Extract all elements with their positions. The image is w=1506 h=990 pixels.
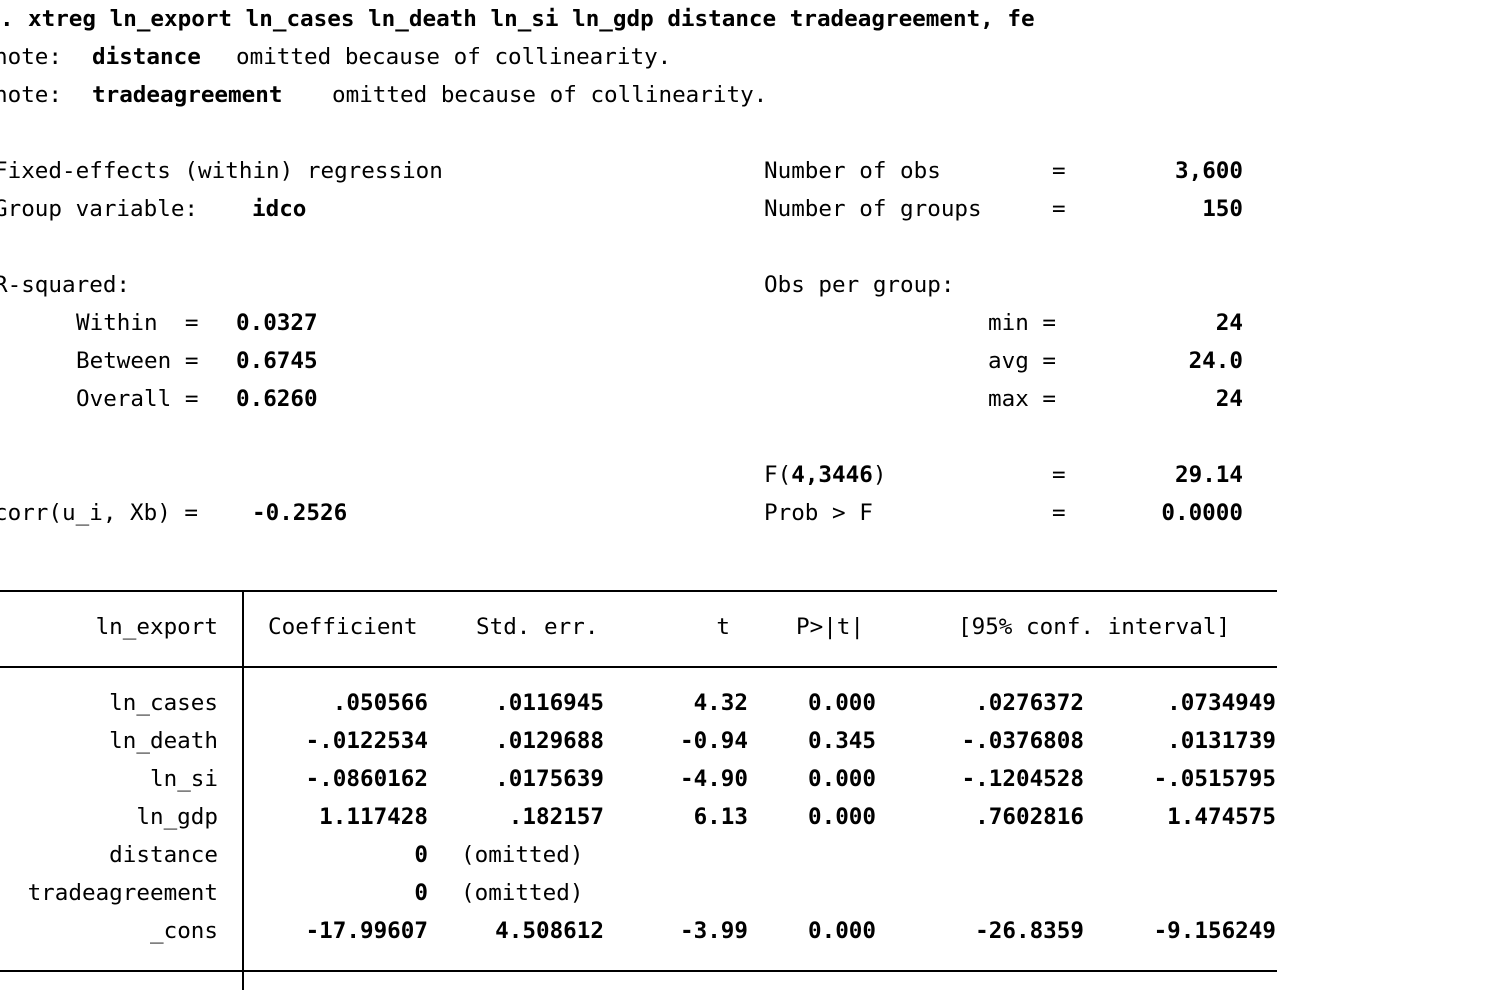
note-variable: distance bbox=[92, 44, 201, 70]
rsq-overall-value: 0.6260 bbox=[236, 386, 318, 412]
rsq-within-label: Within = bbox=[76, 310, 199, 336]
cell-t: -0.94 bbox=[679, 728, 748, 754]
cell-std-err: .0116945 bbox=[495, 690, 604, 716]
cell-ci-lower: -.1204528 bbox=[961, 766, 1084, 792]
col-header-std-err: Std. err. bbox=[476, 614, 599, 640]
group-variable-label: Group variable: bbox=[0, 196, 199, 222]
prob-f-equals: = bbox=[1052, 500, 1066, 526]
ngroups-equals: = bbox=[1052, 196, 1066, 222]
prob-f-value: 0.0000 bbox=[1161, 500, 1243, 526]
command-prompt: . bbox=[0, 6, 14, 32]
note-variable: tradeagreement bbox=[92, 82, 283, 108]
nobs-equals: = bbox=[1052, 158, 1066, 184]
table-header-rule bbox=[0, 666, 1277, 668]
row-variable: ln_si bbox=[149, 766, 218, 792]
note-message: omitted because of collinearity. bbox=[236, 44, 672, 70]
cell-t: 6.13 bbox=[693, 804, 748, 830]
cell-t: 4.32 bbox=[693, 690, 748, 716]
row-variable: ln_gdp bbox=[136, 804, 218, 830]
obs-avg-value: 24.0 bbox=[1188, 348, 1243, 374]
prob-f-label: Prob > F bbox=[764, 500, 873, 526]
note-message: omitted because of collinearity. bbox=[332, 82, 768, 108]
rsq-between-value: 0.6745 bbox=[236, 348, 318, 374]
cell-coefficient: 0 bbox=[414, 842, 428, 868]
model-title: Fixed-effects (within) regression bbox=[0, 158, 443, 184]
rsq-overall-label: Overall = bbox=[76, 386, 199, 412]
cell-coefficient: 1.117428 bbox=[319, 804, 428, 830]
cell-ci-lower: -26.8359 bbox=[975, 918, 1084, 944]
cell-ci-upper: -9.156249 bbox=[1153, 918, 1276, 944]
command-text: xtreg ln_export ln_cases ln_death ln_si … bbox=[28, 6, 1035, 32]
cell-std-err: (omitted) bbox=[461, 880, 584, 906]
row-variable: ln_death bbox=[109, 728, 218, 754]
cell-coefficient: -.0122534 bbox=[305, 728, 428, 754]
corr-label: corr(u_i, Xb) = bbox=[0, 500, 199, 526]
cell-ci-upper: .0734949 bbox=[1167, 690, 1276, 716]
cell-std-err: 4.508612 bbox=[495, 918, 604, 944]
col-header-t: t bbox=[716, 614, 730, 640]
depvar-header: ln_export bbox=[95, 614, 218, 640]
nobs-value: 3,600 bbox=[1174, 158, 1243, 184]
row-variable: ln_cases bbox=[109, 690, 218, 716]
obs-avg-label: avg = bbox=[988, 348, 1057, 374]
f-label-prefix: F( bbox=[764, 462, 792, 488]
f-label-suffix: ) bbox=[872, 462, 887, 488]
f-stat-label: F(4,3446) bbox=[764, 464, 886, 487]
cell-std-err: .182157 bbox=[508, 804, 604, 830]
table-bottom-rule bbox=[0, 970, 1277, 972]
cell-p: 0.345 bbox=[807, 728, 876, 754]
obs-min-label: min = bbox=[988, 310, 1057, 336]
cell-ci-lower: .0276372 bbox=[975, 690, 1084, 716]
rsq-between-label: Between = bbox=[76, 348, 199, 374]
obs-max-label: max = bbox=[988, 386, 1057, 412]
cell-ci-upper: 1.474575 bbox=[1167, 804, 1276, 830]
cell-std-err: .0129688 bbox=[495, 728, 604, 754]
cell-ci-lower: -.0376808 bbox=[961, 728, 1084, 754]
col-header-coefficient: Coefficient bbox=[268, 614, 418, 640]
rsquared-label: R-squared: bbox=[0, 272, 131, 298]
nobs-label: Number of obs bbox=[764, 158, 941, 184]
ngroups-label: Number of groups bbox=[764, 196, 982, 222]
cell-t: -3.99 bbox=[679, 918, 748, 944]
table-column-divider bbox=[242, 590, 244, 990]
f-degrees-of-freedom: 4,3446 bbox=[791, 462, 873, 488]
rsq-within-value: 0.0327 bbox=[236, 310, 318, 336]
cell-coefficient: -.0860162 bbox=[305, 766, 428, 792]
ngroups-value: 150 bbox=[1202, 196, 1243, 222]
cell-t: -4.90 bbox=[679, 766, 748, 792]
cell-std-err: (omitted) bbox=[461, 842, 584, 868]
cell-p: 0.000 bbox=[807, 766, 876, 792]
cell-p: 0.000 bbox=[807, 804, 876, 830]
row-variable: _cons bbox=[149, 918, 218, 944]
cell-coefficient: -17.99607 bbox=[305, 918, 428, 944]
obs-per-group-label: Obs per group: bbox=[764, 272, 955, 298]
group-variable-value: idco bbox=[252, 196, 307, 222]
cell-p: 0.000 bbox=[807, 918, 876, 944]
cell-ci-upper: -.0515795 bbox=[1153, 766, 1276, 792]
corr-value: -0.2526 bbox=[252, 500, 348, 526]
note-prefix: note: bbox=[0, 82, 63, 108]
note-prefix: note: bbox=[0, 44, 63, 70]
cell-coefficient: 0 bbox=[414, 880, 428, 906]
table-top-rule bbox=[0, 590, 1277, 592]
col-header-conf-interval: [95% conf. interval] bbox=[958, 614, 1231, 640]
cell-ci-upper: .0131739 bbox=[1167, 728, 1276, 754]
row-variable: tradeagreement bbox=[27, 880, 218, 906]
row-variable: distance bbox=[109, 842, 218, 868]
f-stat-equals: = bbox=[1052, 462, 1066, 488]
cell-std-err: .0175639 bbox=[495, 766, 604, 792]
obs-min-value: 24 bbox=[1215, 310, 1243, 336]
cell-ci-lower: .7602816 bbox=[975, 804, 1084, 830]
cell-coefficient: .050566 bbox=[332, 690, 428, 716]
cell-p: 0.000 bbox=[807, 690, 876, 716]
col-header-p: P>|t| bbox=[796, 614, 865, 640]
obs-max-value: 24 bbox=[1215, 386, 1243, 412]
f-stat-value: 29.14 bbox=[1174, 462, 1243, 488]
